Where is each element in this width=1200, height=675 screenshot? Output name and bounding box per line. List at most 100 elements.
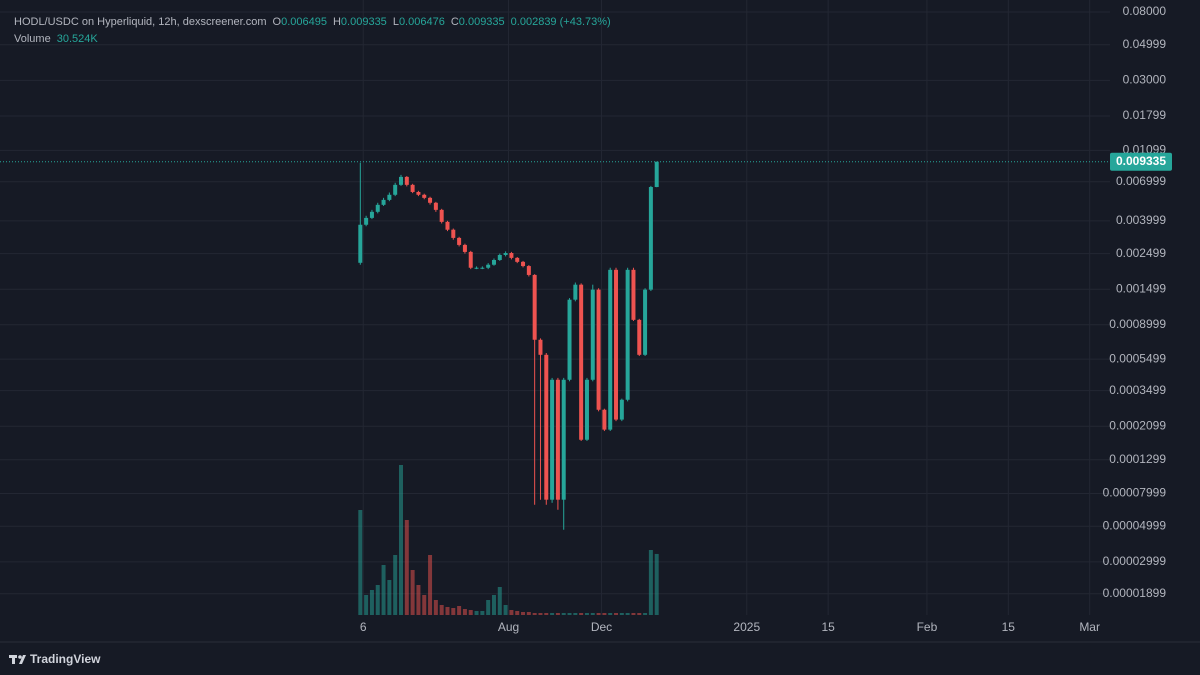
candle-body xyxy=(398,176,403,185)
candle-body xyxy=(503,253,508,255)
volume-bar xyxy=(614,613,619,615)
candle-body xyxy=(428,197,433,203)
candle-body xyxy=(474,267,479,269)
y-tick-label: 0.00007999 xyxy=(1103,486,1167,500)
y-tick-label: 0.003999 xyxy=(1116,213,1166,227)
candle-body xyxy=(555,379,560,500)
candle-body xyxy=(375,204,380,212)
ohlc-label: O xyxy=(272,16,282,28)
candle-body xyxy=(468,251,473,268)
candle-body xyxy=(404,176,409,185)
y-tick-label: 0.00002999 xyxy=(1103,554,1167,568)
volume-bars xyxy=(358,465,659,615)
volume-bar xyxy=(387,580,392,615)
volume-bar xyxy=(608,613,613,615)
volume-bar xyxy=(433,600,438,615)
volume-bar xyxy=(654,553,659,615)
volume-bar xyxy=(404,520,409,615)
volume-bar xyxy=(486,600,491,615)
volume-bar xyxy=(567,613,572,615)
x-tick-label: 15 xyxy=(821,620,835,634)
candle-body xyxy=(625,269,630,400)
volume-bar xyxy=(457,606,462,615)
volume-bar xyxy=(509,610,514,615)
candle-body xyxy=(619,399,624,420)
volume-bar xyxy=(579,613,584,615)
volume-bar xyxy=(393,555,398,615)
candle-body xyxy=(579,284,584,440)
candle-body xyxy=(608,269,613,430)
candle-body xyxy=(358,224,363,263)
volume-bar xyxy=(410,570,415,615)
candle-body xyxy=(381,199,386,205)
volume-bar xyxy=(515,611,520,615)
ohlc-label: L xyxy=(392,16,399,28)
volume-bar xyxy=(445,607,450,615)
volume-bar xyxy=(462,609,467,615)
candle-body xyxy=(614,269,619,420)
candle-body xyxy=(648,187,653,290)
last-price-label: 0.009335 xyxy=(1116,154,1166,168)
candle-body xyxy=(521,261,526,267)
candle-body xyxy=(643,289,648,355)
candle-body xyxy=(486,264,491,268)
candle-body xyxy=(602,409,607,430)
candle-body xyxy=(410,184,415,192)
volume-bar xyxy=(369,590,374,615)
candle-body xyxy=(550,379,555,500)
candle-body xyxy=(369,211,374,218)
volume-bar xyxy=(439,605,444,615)
candle-body xyxy=(590,289,595,380)
ohlc-value: 0.006495 xyxy=(281,16,327,28)
candle-body xyxy=(584,379,589,440)
candle-body xyxy=(393,184,398,195)
x-tick-label: Aug xyxy=(498,620,519,634)
candle-body xyxy=(509,253,514,258)
brand-name: TradingView xyxy=(30,652,101,666)
candle-body xyxy=(538,339,543,355)
x-tick-label: 15 xyxy=(1002,620,1016,634)
change-pct: (+43.73%) xyxy=(559,16,611,28)
candle-body xyxy=(526,266,531,275)
last-price-badge xyxy=(1110,152,1172,171)
y-tick-label: 0.00001899 xyxy=(1103,586,1167,600)
y-tick-label: 0.04999 xyxy=(1123,37,1167,51)
y-tick-label: 0.08000 xyxy=(1123,4,1167,18)
candles xyxy=(358,161,659,530)
volume-bar xyxy=(561,613,566,615)
candle-body xyxy=(567,299,572,380)
candle-body xyxy=(532,274,537,340)
candle-body xyxy=(433,202,438,210)
candle-body xyxy=(457,237,462,245)
volume-bar xyxy=(521,612,526,615)
x-tick-label: 6 xyxy=(360,620,367,634)
y-tick-label: 0.01799 xyxy=(1123,108,1167,122)
candle-body xyxy=(631,269,636,320)
volume-bar xyxy=(643,613,648,615)
volume-bar xyxy=(625,613,630,615)
volume-bar xyxy=(596,613,601,615)
volume-bar xyxy=(416,585,421,615)
candle-body xyxy=(637,319,642,355)
volume-bar xyxy=(451,608,456,615)
volume-bar xyxy=(602,613,607,615)
volume-bar xyxy=(398,465,403,615)
volume-bar xyxy=(375,585,380,615)
y-tick-label: 0.0001299 xyxy=(1109,452,1166,466)
candle-body xyxy=(561,379,566,500)
brand-logo xyxy=(9,655,26,664)
volume-bar xyxy=(584,613,589,615)
candle-body xyxy=(439,209,444,222)
candle-body xyxy=(422,194,427,198)
volume-bar xyxy=(637,613,642,615)
volume-bar xyxy=(526,612,531,615)
volume-bar xyxy=(364,595,369,615)
candle-body xyxy=(654,161,659,188)
volume-bar xyxy=(573,613,578,615)
legend-header: HODL/USDC on Hyperliquid, 12h, dexscreen… xyxy=(14,14,611,48)
candle-body xyxy=(491,259,496,265)
ohlc-value: 0.009335 xyxy=(340,16,387,28)
volume-bar xyxy=(497,587,502,615)
volume-bar xyxy=(532,613,537,615)
